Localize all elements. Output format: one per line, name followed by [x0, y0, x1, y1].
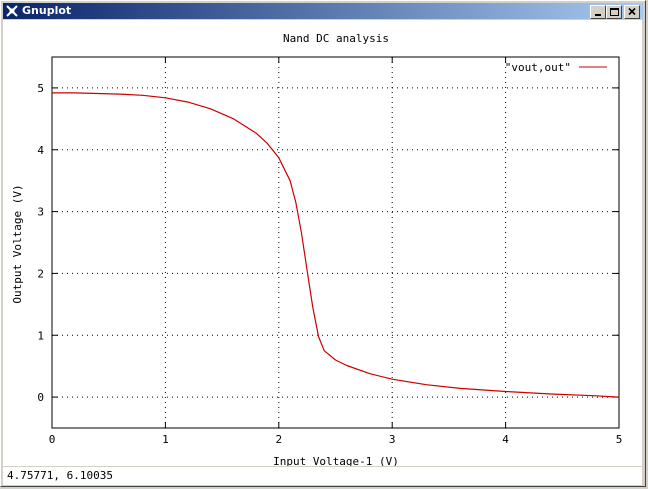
series-group [52, 92, 620, 398]
legend-entry-label: "vout,out" [505, 61, 571, 74]
y-tick-label: 0 [37, 391, 44, 404]
x-tick-label: 4 [502, 433, 509, 446]
y-axis-label: Output Voltage (V) [11, 184, 24, 303]
y-tick-label: 5 [37, 82, 44, 95]
legend: "vout,out" [505, 61, 607, 74]
plot-frame [51, 56, 620, 429]
title-bar[interactable]: Gnuplot [3, 3, 643, 19]
close-button[interactable] [624, 5, 640, 19]
status-bar: 4.75771, 6.10035 [3, 467, 642, 485]
maximize-button[interactable] [606, 5, 622, 19]
x-tick-label: 3 [389, 433, 396, 446]
x-axis-label: Input Voltage-1 (V) [273, 455, 399, 466]
chart-title: Nand DC analysis [283, 32, 389, 45]
close-icon [628, 7, 636, 16]
grid [52, 57, 619, 428]
y-tick-labels: 0 1 2 3 4 5 [37, 82, 44, 404]
x-tick-label: 0 [49, 433, 56, 446]
plot-area[interactable]: 0 1 2 3 4 5 0 1 2 3 4 5 Nand DC analysis Input Vol… [3, 20, 642, 468]
x-tick-label: 2 [275, 433, 282, 446]
y-tick-label: 3 [37, 206, 44, 219]
series-line-vout-out [52, 92, 620, 398]
cursor-coordinates: 4.75771, 6.10035 [7, 469, 113, 482]
window-title: Gnuplot [22, 4, 72, 17]
gnuplot-app-icon[interactable] [5, 4, 19, 18]
minimize-button[interactable] [590, 5, 606, 19]
y-tick-label: 1 [37, 329, 44, 342]
minimize-icon [595, 14, 601, 16]
x-tick-labels: 0 1 2 3 4 5 [49, 433, 623, 446]
maximize-icon [610, 8, 619, 16]
y-tick-label: 4 [37, 144, 44, 157]
y-tick-label: 2 [37, 267, 44, 280]
x-tick-label: 5 [616, 433, 623, 446]
x-tick-label: 1 [162, 433, 169, 446]
chart[interactable]: 0 1 2 3 4 5 0 1 2 3 4 5 Nand DC analysis Input Vol… [3, 20, 642, 468]
ticks [51, 57, 620, 428]
